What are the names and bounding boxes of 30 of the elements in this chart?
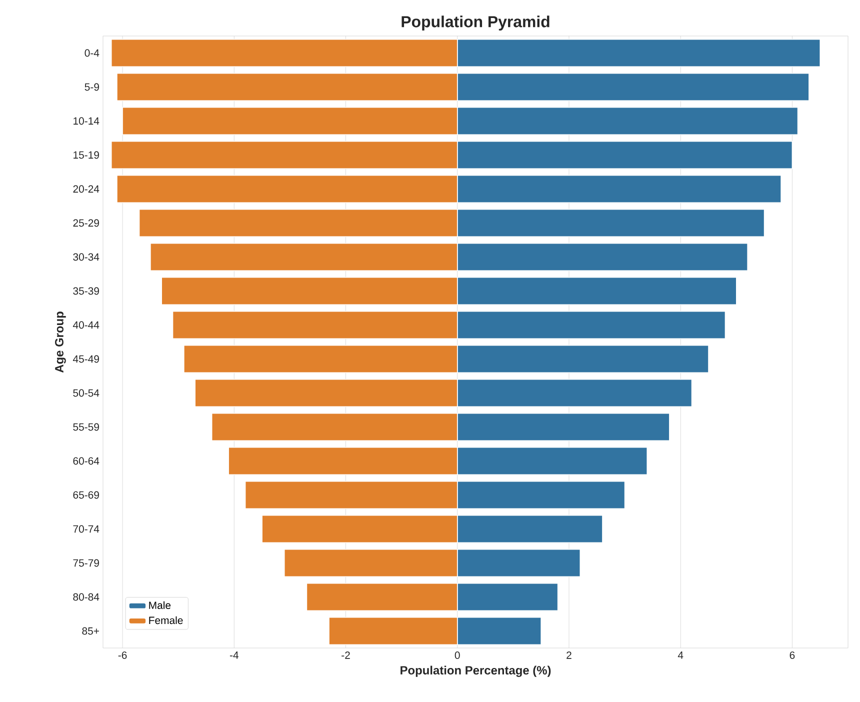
y-tick-label: 30-34 [73,253,100,261]
y-tick-label: 15-19 [74,151,99,159]
x-axis-title: Population Percentage (%) [400,666,551,677]
y-tick-label: 80-84 [73,593,100,601]
y-tick-label: 50-54 [73,389,100,397]
y-tick-label: 35-39 [73,287,99,295]
y-tick-label: 20-24 [73,185,100,193]
legend-label: Male [149,601,171,610]
y-tick-label: 40-44 [72,321,100,329]
y-axis-title: Age Group [55,312,66,373]
y-tick-label: 0-4 [84,49,100,57]
x-tick-label: -6 [118,652,127,659]
y-tick-label: 75-79 [73,559,99,567]
y-tick-label: 5-9 [84,83,99,91]
x-tick-label: 6 [790,652,795,659]
legend-label: Female [149,616,183,624]
y-tick-label: 65-69 [73,491,99,499]
y-tick-label: 25-29 [73,219,99,227]
x-tick-label: -4 [230,652,238,659]
x-tick-label: 4 [678,652,684,659]
y-tick-label: 55-59 [73,423,99,431]
x-tick-label: 0 [454,652,460,659]
chart-title: Population Pyramid [402,16,550,30]
y-tick-label: 60-64 [73,457,100,465]
y-tick-label: 10-14 [74,117,100,125]
y-tick-label: 45-49 [72,355,99,363]
y-tick-label: 85+ [82,627,99,635]
y-tick-label: 70-74 [73,525,100,533]
x-tick-label: 2 [566,652,572,659]
x-tick-label: -2 [342,652,350,659]
